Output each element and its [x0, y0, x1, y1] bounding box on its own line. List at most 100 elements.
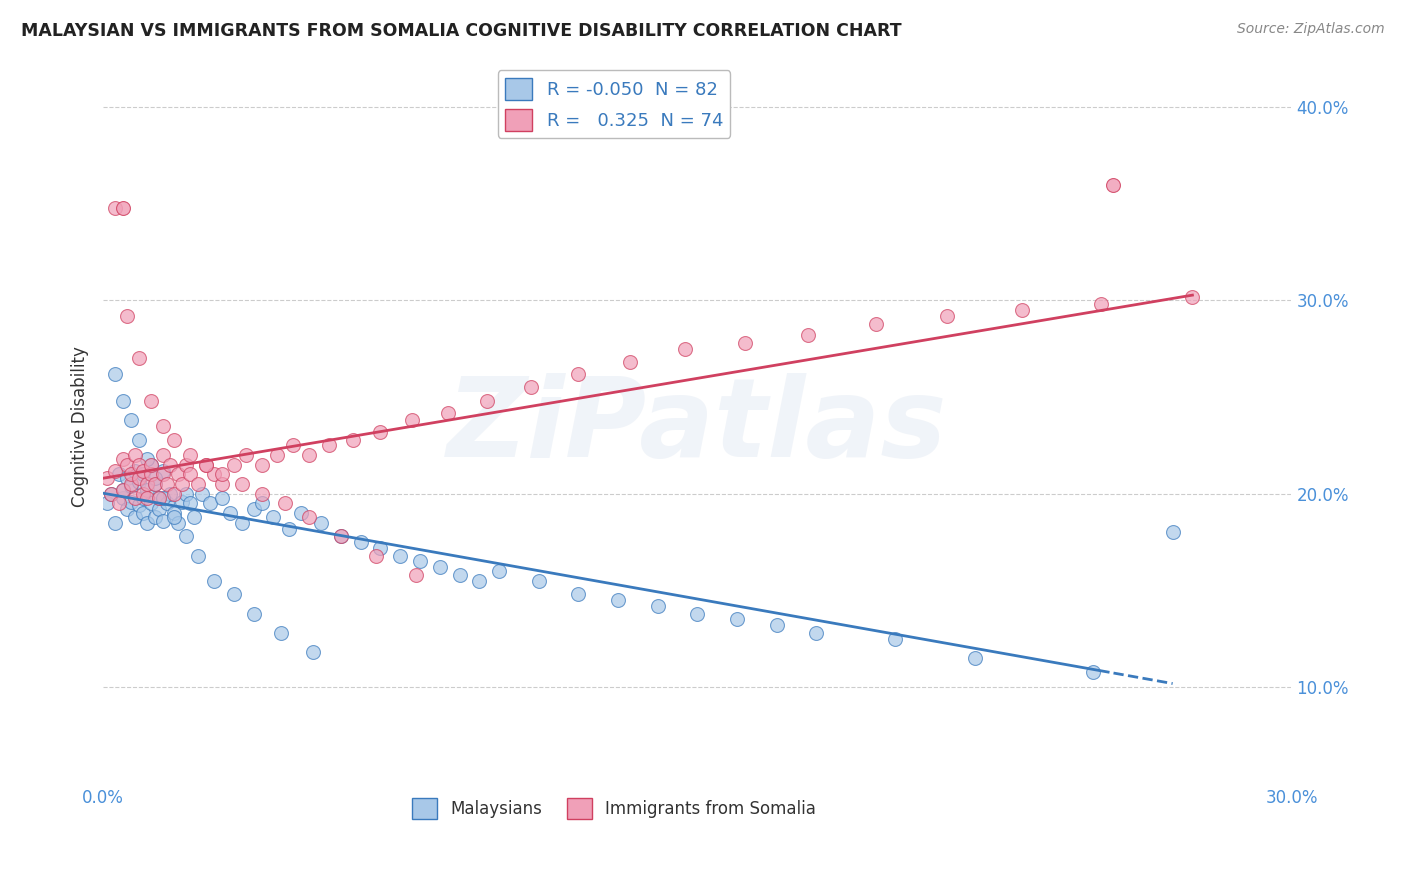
- Point: [963, 651, 986, 665]
- Point: [619, 355, 641, 369]
- Point: [176, 487, 198, 501]
- Point: [96, 471, 118, 485]
- Point: [152, 419, 174, 434]
- Point: [132, 506, 155, 520]
- Point: [132, 464, 155, 478]
- Point: [527, 574, 550, 588]
- Point: [104, 464, 127, 478]
- Point: [124, 464, 146, 478]
- Point: [222, 587, 245, 601]
- Point: [111, 394, 134, 409]
- Point: [405, 568, 427, 582]
- Text: ZiPatlas: ZiPatlas: [447, 373, 948, 480]
- Point: [152, 467, 174, 482]
- Point: [135, 477, 157, 491]
- Point: [176, 529, 198, 543]
- Point: [242, 502, 264, 516]
- Point: [187, 549, 209, 563]
- Point: [132, 467, 155, 482]
- Point: [1011, 303, 1033, 318]
- Point: [179, 467, 201, 482]
- Point: [135, 452, 157, 467]
- Point: [266, 448, 288, 462]
- Point: [111, 483, 134, 497]
- Point: [152, 491, 174, 505]
- Point: [607, 593, 630, 607]
- Point: [111, 483, 134, 497]
- Point: [128, 351, 150, 366]
- Point: [104, 367, 127, 381]
- Point: [211, 467, 233, 482]
- Point: [179, 448, 201, 462]
- Point: [211, 477, 233, 491]
- Point: [176, 458, 198, 472]
- Point: [342, 433, 364, 447]
- Point: [128, 475, 150, 490]
- Point: [219, 506, 242, 520]
- Point: [449, 568, 471, 582]
- Point: [167, 467, 190, 482]
- Point: [329, 529, 352, 543]
- Point: [120, 477, 142, 491]
- Point: [231, 477, 253, 491]
- Point: [1090, 297, 1112, 311]
- Point: [115, 458, 138, 472]
- Point: [172, 494, 194, 508]
- Point: [132, 491, 155, 505]
- Point: [686, 607, 709, 621]
- Point: [132, 487, 155, 501]
- Point: [155, 477, 177, 491]
- Point: [884, 632, 907, 646]
- Point: [409, 554, 432, 568]
- Point: [389, 549, 412, 563]
- Point: [370, 425, 392, 439]
- Point: [195, 458, 218, 472]
- Point: [115, 471, 138, 485]
- Point: [477, 394, 499, 409]
- Point: [124, 491, 146, 505]
- Point: [242, 607, 264, 621]
- Point: [120, 413, 142, 427]
- Point: [179, 496, 201, 510]
- Point: [429, 560, 451, 574]
- Point: [139, 394, 162, 409]
- Point: [104, 201, 127, 215]
- Point: [278, 522, 301, 536]
- Text: Source: ZipAtlas.com: Source: ZipAtlas.com: [1237, 22, 1385, 37]
- Point: [128, 458, 150, 472]
- Point: [436, 406, 458, 420]
- Point: [567, 367, 589, 381]
- Point: [401, 413, 423, 427]
- Point: [104, 516, 127, 530]
- Point: [139, 458, 162, 472]
- Point: [366, 549, 388, 563]
- Point: [128, 433, 150, 447]
- Point: [1161, 525, 1184, 540]
- Point: [298, 448, 321, 462]
- Point: [135, 483, 157, 497]
- Point: [139, 467, 162, 482]
- Point: [159, 487, 181, 501]
- Point: [725, 612, 748, 626]
- Point: [734, 336, 756, 351]
- Point: [135, 516, 157, 530]
- Point: [115, 309, 138, 323]
- Point: [647, 599, 669, 613]
- Point: [250, 487, 273, 501]
- Point: [349, 535, 371, 549]
- Point: [172, 477, 194, 491]
- Point: [143, 477, 166, 491]
- Point: [283, 438, 305, 452]
- Point: [765, 618, 787, 632]
- Point: [167, 516, 190, 530]
- Point: [128, 471, 150, 485]
- Point: [520, 380, 543, 394]
- Point: [935, 309, 957, 323]
- Point: [163, 506, 186, 520]
- Point: [152, 514, 174, 528]
- Point: [222, 458, 245, 472]
- Point: [274, 496, 297, 510]
- Point: [108, 467, 131, 482]
- Point: [111, 201, 134, 215]
- Point: [148, 502, 170, 516]
